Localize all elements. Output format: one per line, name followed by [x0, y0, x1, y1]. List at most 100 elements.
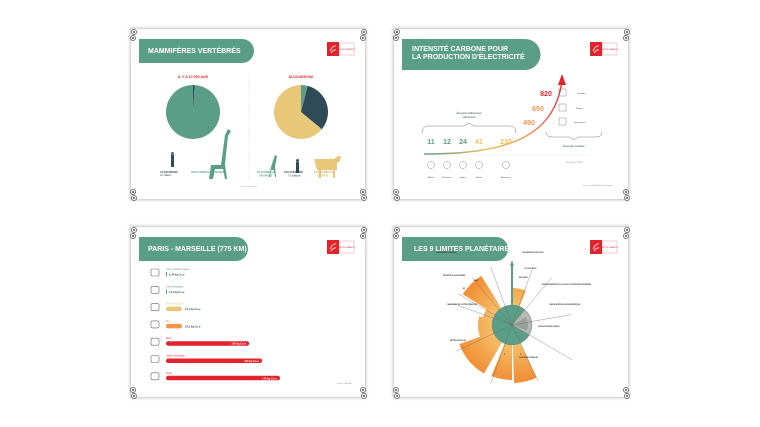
boundary-label: CHANGEMENT CLIMATIQUE — [436, 251, 456, 254]
resize-handle[interactable] — [130, 35, 136, 41]
climate-bar — [511, 263, 513, 325]
resize-handle[interactable] — [131, 195, 137, 201]
label: 1% D'HUMAINS — [160, 171, 178, 174]
train-icon — [150, 285, 160, 294]
intensity-value: 24 — [459, 139, 467, 146]
resize-handle[interactable] — [131, 29, 137, 35]
pie-slice — [301, 85, 328, 130]
resize-handle[interactable] — [131, 393, 137, 399]
slide-title: PARIS - MARSEILLE (775 KM) — [148, 246, 247, 253]
slide-title-line1: INTENSITÉ CARBONE POUR — [412, 44, 508, 53]
resize-handle[interactable] — [624, 29, 630, 35]
resize-handle[interactable] — [130, 387, 136, 393]
resize-handle[interactable] — [394, 393, 400, 399]
logo: ACTE FRANCE — [590, 42, 618, 56]
slide-title-line2: LA PRODUCTION D'ÉLECTRICITÉ — [412, 52, 525, 61]
emission-bar — [166, 341, 250, 346]
resize-handle[interactable] — [393, 233, 399, 239]
intensity-value: 820 — [540, 91, 552, 98]
resize-handle[interactable] — [360, 233, 366, 239]
emission-bar — [166, 358, 263, 363]
resize-handle[interactable] — [360, 189, 366, 195]
resize-handle[interactable] — [361, 195, 367, 201]
logo-box — [602, 240, 618, 254]
resize-handle[interactable] — [130, 233, 136, 239]
boundary-label: P — [504, 354, 505, 356]
human-icon — [171, 152, 174, 167]
slide-mammiferes[interactable]: ACTE FRANCE MAMMIFÈRES VERTÉBRÉS IL Y A 10… — [130, 28, 367, 201]
source: Source : pnas.com — [241, 186, 258, 188]
resize-handle[interactable] — [361, 29, 367, 35]
slide-intensite-carbone[interactable]: ACTE FRANCE INTENSITÉ CARBONE POUR LA PROD… — [393, 28, 630, 201]
human-icon — [296, 159, 300, 173]
resize-handle[interactable] — [130, 189, 136, 195]
logo-mark — [590, 240, 602, 254]
mode-label: Bus — [166, 320, 171, 323]
resize-handle[interactable] — [624, 195, 630, 201]
energy-label: Pétrole — [576, 107, 584, 110]
label: ÉLEVAGE — [317, 175, 329, 178]
resize-handle[interactable] — [623, 387, 629, 393]
emission-bar — [166, 306, 182, 312]
brace-low — [421, 122, 517, 134]
energy-label: Biomasse — [501, 177, 511, 179]
logo-text: ACTE FRANCE — [339, 246, 355, 249]
energy-label: Gaz naturel — [574, 121, 586, 124]
logo-box — [339, 42, 355, 56]
boundary-label: CHARGE D'AÉROSOLS ATMOSPHÉRIQUES — [549, 303, 580, 306]
resize-handle[interactable] — [624, 227, 630, 233]
logo-text: ACTE FRANCE — [602, 246, 618, 249]
resize-handle[interactable] — [393, 387, 399, 393]
energy-icon — [459, 161, 467, 169]
boundary-axis — [453, 303, 513, 326]
slide-canvas: ACTE FRANCE MAMMIFÈRES VERTÉBRÉS IL Y A 10… — [139, 39, 355, 188]
label: 4% D'ANIMAUX — [257, 171, 275, 174]
emission-value: 15,4 kg Co₂e — [185, 307, 201, 311]
label: 64% D'ANIMAUX — [314, 171, 333, 174]
resize-handle[interactable] — [393, 189, 399, 195]
resize-handle[interactable] — [394, 227, 400, 233]
resize-handle[interactable] — [624, 393, 630, 399]
pie-slice — [193, 85, 195, 112]
energy-label: Éolien — [428, 176, 435, 179]
resize-handle[interactable] — [393, 35, 399, 41]
emission-bar — [166, 272, 167, 277]
resize-handle[interactable] — [361, 393, 367, 399]
title-banner — [139, 237, 248, 261]
car-icon — [150, 355, 160, 363]
logo-text: ACTE FRANCE — [339, 48, 355, 51]
resize-handle[interactable] — [623, 189, 629, 195]
mode-label: Moto — [166, 337, 172, 340]
intensity-value: 230 — [500, 139, 512, 146]
mode-label: Voiture électrique — [166, 303, 185, 306]
heading-left: IL Y A 10 000 ANS — [178, 75, 209, 79]
trend-curve — [423, 80, 563, 155]
logo-glyph — [329, 45, 337, 54]
resize-handle[interactable] — [623, 35, 629, 41]
resize-handle[interactable] — [131, 227, 137, 233]
title-banner — [402, 237, 508, 261]
arrow-head-icon — [510, 260, 514, 266]
energy-label: Solaire — [476, 176, 484, 179]
boundary-label: N — [520, 354, 521, 356]
intensity-value: 490 — [523, 120, 535, 127]
boundary-axis — [490, 324, 513, 384]
mode-label: Avion — [166, 372, 173, 375]
pie-slice — [165, 85, 220, 139]
boundary-axis — [511, 314, 572, 326]
pie-slice — [301, 85, 308, 112]
resize-handle[interactable] — [623, 233, 629, 239]
resize-handle[interactable] — [394, 195, 400, 201]
logo: ACTE FRANCE — [327, 240, 355, 254]
boundary-label: BII — [463, 288, 466, 290]
resize-handle[interactable] — [394, 29, 400, 35]
slide-limites-planetaires[interactable]: ACTE FRANCE LES 9 LIMITES PLANÉTAIRES CHAN… — [393, 226, 630, 399]
group-label: carbonées — [462, 115, 476, 119]
group-label: Énergies faiblement — [457, 110, 482, 115]
resize-handle[interactable] — [360, 35, 366, 41]
mode-label: Train à grande vitesse — [166, 268, 190, 271]
energy-icon — [502, 161, 510, 169]
resize-handle[interactable] — [360, 387, 366, 393]
slide-paris-marseille[interactable]: ACTE FRANCE PARIS - MARSEILLE (775 KM) Tra… — [130, 226, 367, 399]
resize-handle[interactable] — [361, 227, 367, 233]
